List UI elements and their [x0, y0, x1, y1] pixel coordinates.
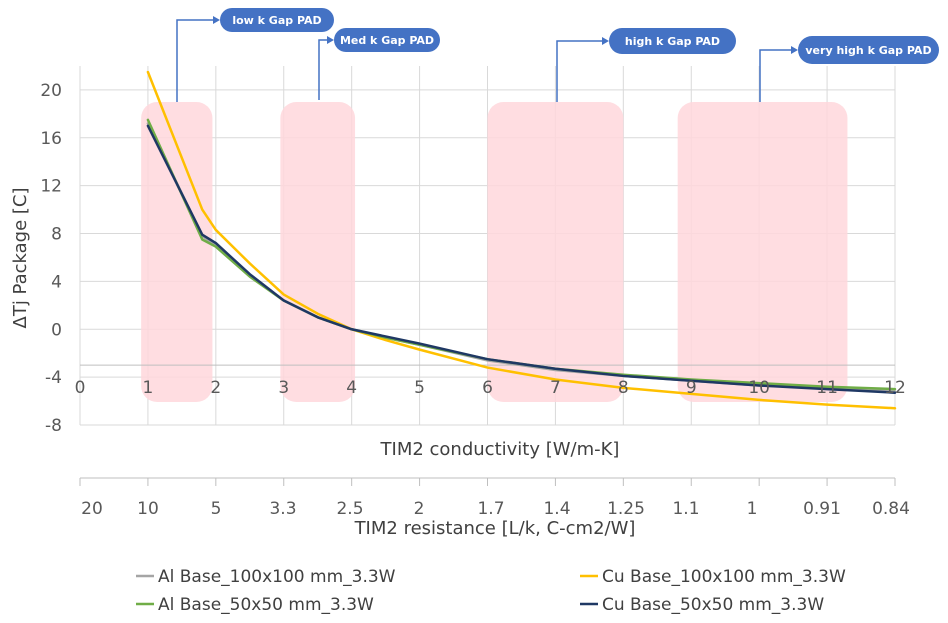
y-tick-label: -4: [45, 368, 62, 388]
x-tick-label: 9: [686, 378, 697, 398]
callout-label: low k Gap PAD: [232, 14, 321, 27]
series-line: [146, 124, 897, 394]
secondary-tick-label: 5: [211, 499, 222, 519]
x-tick-label: 2: [210, 378, 221, 398]
x-tick-label: 12: [884, 378, 906, 398]
secondary-tick-label: 10: [137, 499, 159, 519]
y-tick-label: 16: [40, 129, 62, 149]
x-tick-label: 7: [550, 378, 561, 398]
callout-connector: [176, 19, 214, 102]
x-tick-label: 8: [618, 378, 629, 398]
secondary-tick-label: 0.84: [872, 499, 910, 519]
x-tick-label: 1: [143, 378, 154, 398]
x-axis-title: TIM2 conductivity [W/m-K]: [380, 439, 620, 460]
highlight-band: [487, 102, 624, 402]
callout-pill: [334, 28, 440, 52]
callouts: low k Gap PAD Med k Gap PAD high k Gap PAD…: [176, 8, 939, 102]
y-tick-label: 8: [51, 225, 62, 245]
secondary-tick-label: 0.91: [803, 499, 841, 519]
legend-label: Al Base_50x50 mm_3.3W: [158, 595, 374, 615]
series-lines: [146, 70, 897, 410]
highlight-band: [141, 102, 213, 402]
callout-connector: [759, 49, 792, 102]
y-tick-label: 0: [51, 320, 62, 340]
callout-connector: [556, 40, 603, 102]
y-axis-title: ΔTj Package [C]: [10, 188, 31, 329]
legend-label: Al Base_100x100 mm_3.3W: [158, 567, 396, 587]
callout-arrowhead: [791, 46, 798, 54]
axes: [79, 364, 896, 486]
x-tick-label: 11: [816, 378, 838, 398]
callout-pill: [220, 8, 334, 32]
highlight-band: [280, 102, 356, 402]
y-tick-label: 20: [40, 81, 62, 101]
x-tick-label: 4: [346, 378, 357, 398]
secondary-tick-label: 1.7: [477, 499, 504, 519]
secondary-tick-label: 20: [81, 499, 103, 519]
secondary-tick-label: 1.25: [607, 499, 645, 519]
highlight-band: [677, 102, 848, 402]
x-tick-label: 10: [748, 378, 770, 398]
callout-pill: [609, 28, 736, 54]
callout-arrowhead: [213, 16, 220, 24]
callout-label: high k Gap PAD: [625, 35, 720, 48]
legend-label: Cu Base_100x100 mm_3.3W: [602, 567, 846, 587]
callout-label: Med k Gap PAD: [340, 34, 434, 47]
secondary-axis-title: TIM2 resistance [L/k, C-cm2/W]: [354, 518, 636, 539]
y-tick-label: 12: [40, 177, 62, 197]
callout-arrowhead: [602, 37, 609, 45]
series-line: [146, 70, 897, 410]
x-tick-label: 5: [414, 378, 425, 398]
callout-pill: [798, 36, 939, 64]
x-tick-label: 6: [482, 378, 493, 398]
x-tick-label: 3: [278, 378, 289, 398]
callout-connector: [318, 39, 328, 100]
x-tick-label: 0: [75, 378, 86, 398]
callout-label: very high k Gap PAD: [805, 44, 931, 57]
secondary-tick-label: 1.4: [543, 499, 570, 519]
secondary-tick-label: 3.3: [269, 499, 296, 519]
highlight-bands: [141, 102, 848, 402]
callout-arrowhead: [327, 36, 334, 44]
secondary-tick-label: 2: [414, 499, 425, 519]
y-tick-label: -8: [45, 416, 62, 436]
legend-label: Cu Base_50x50 mm_3.3W: [602, 595, 824, 615]
secondary-tick-label: 2.5: [336, 499, 363, 519]
secondary-tick-label: 1.1: [672, 499, 699, 519]
y-tick-label: 4: [51, 272, 62, 292]
legend: Al Base_100x100 mm_3.3W Cu Base_100x100 m…: [136, 567, 846, 615]
secondary-tick-label: 1: [747, 499, 758, 519]
